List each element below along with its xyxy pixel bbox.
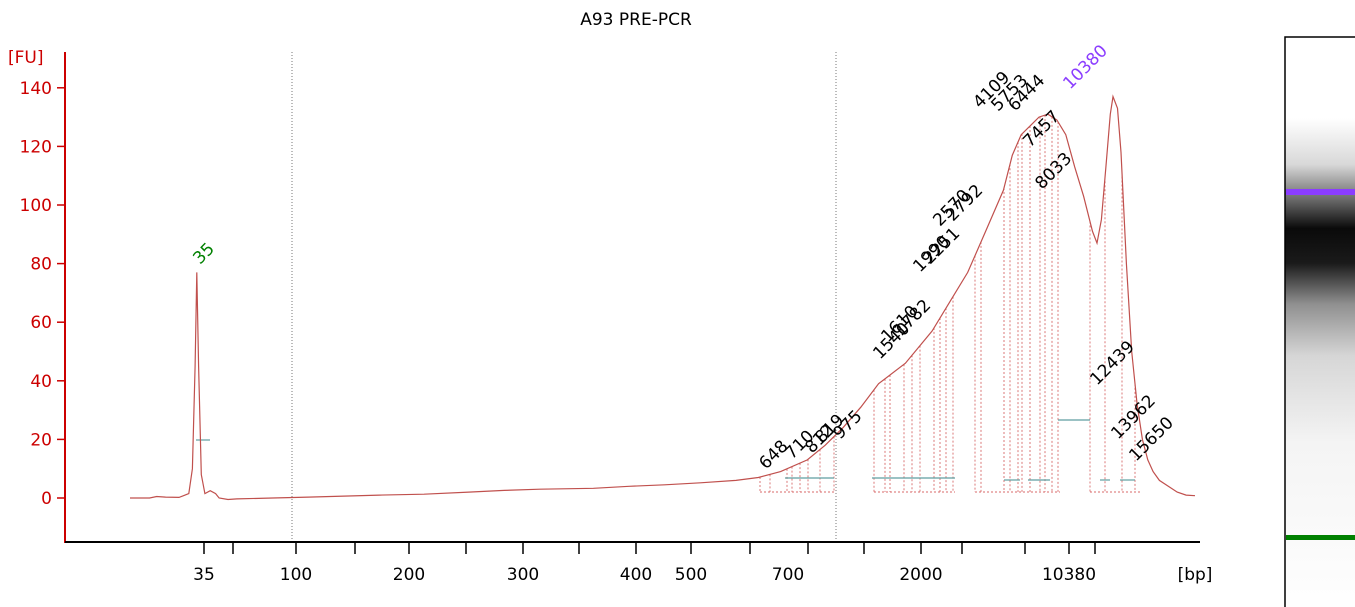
x-tick-label: 10380 bbox=[1042, 565, 1096, 585]
gel-upper-marker-band bbox=[1286, 189, 1355, 195]
x-tick-label: 500 bbox=[675, 565, 707, 585]
y-tick-label: 40 bbox=[30, 372, 52, 392]
x-tick-label: 400 bbox=[620, 565, 652, 585]
x-tick-label: 100 bbox=[280, 565, 312, 585]
y-axis-label: [FU] bbox=[8, 48, 44, 68]
fluorescence-trace bbox=[130, 94, 1196, 501]
y-tick-label: 20 bbox=[30, 430, 52, 450]
marker-label-high: 10380 bbox=[1059, 41, 1111, 93]
gel-lower-marker-band bbox=[1286, 535, 1355, 540]
y-tick-label: 100 bbox=[20, 196, 52, 216]
x-axis-ticks bbox=[203, 542, 1096, 554]
x-tick-label: 300 bbox=[507, 565, 539, 585]
y-tick-label: 120 bbox=[20, 137, 52, 157]
y-axis-ticks: 0 20 40 60 80 100 120 140 bbox=[20, 79, 65, 509]
x-tick-label: 35 bbox=[193, 565, 215, 585]
region-dividers bbox=[291, 52, 837, 542]
x-tick-label: 200 bbox=[393, 565, 425, 585]
marker-label-low: 35 bbox=[189, 239, 218, 268]
chart-title: A93 PRE-PCR bbox=[580, 10, 692, 30]
x-axis-unit-label: [bp] bbox=[1178, 565, 1213, 585]
y-tick-label: 140 bbox=[20, 79, 52, 99]
x-tick-label: 700 bbox=[772, 565, 804, 585]
y-tick-label: 0 bbox=[41, 489, 52, 509]
x-tick-label: 2000 bbox=[899, 565, 942, 585]
peak-label: 12439 bbox=[1086, 337, 1138, 389]
y-tick-label: 80 bbox=[30, 255, 52, 275]
y-tick-label: 60 bbox=[30, 313, 52, 333]
smear-regions bbox=[196, 115, 1140, 493]
peak-label: 8033 bbox=[1031, 149, 1076, 194]
gel-lane bbox=[1284, 36, 1355, 607]
